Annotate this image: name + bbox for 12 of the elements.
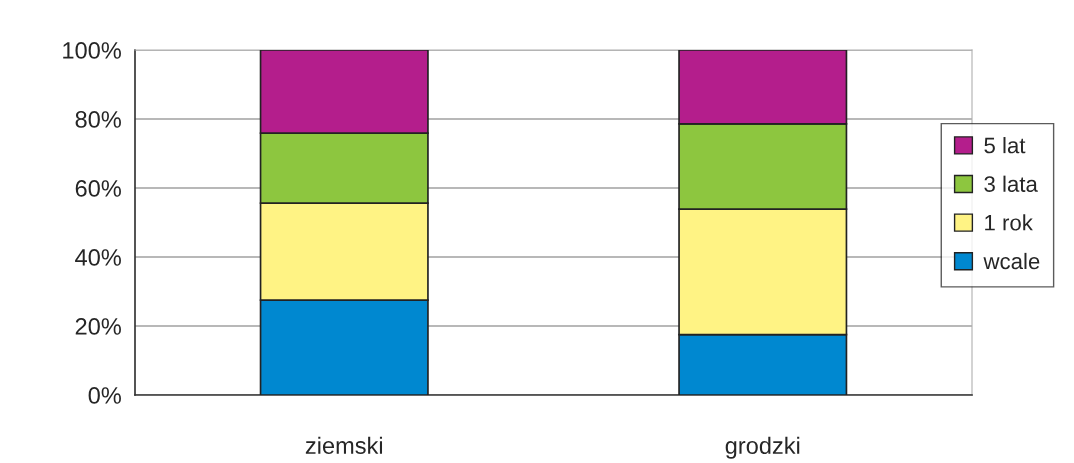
- legend-label: 5 lat: [984, 137, 1026, 154]
- y-tick-label: 20%: [75, 318, 121, 335]
- legend-label: 1 rok: [985, 214, 1033, 231]
- legend-label: wcale: [983, 252, 1040, 270]
- x-tick-label: grodzki: [725, 436, 800, 459]
- y-tick-label: 40%: [75, 249, 121, 266]
- y-tick-label: 100%: [63, 42, 121, 59]
- legend-label: 3 lata: [984, 175, 1038, 192]
- y-tick-label: 80%: [75, 111, 121, 128]
- y-tick-label: 0%: [88, 387, 121, 404]
- y-tick-label: 60%: [75, 180, 121, 197]
- x-tick-label: ziemski: [305, 436, 383, 455]
